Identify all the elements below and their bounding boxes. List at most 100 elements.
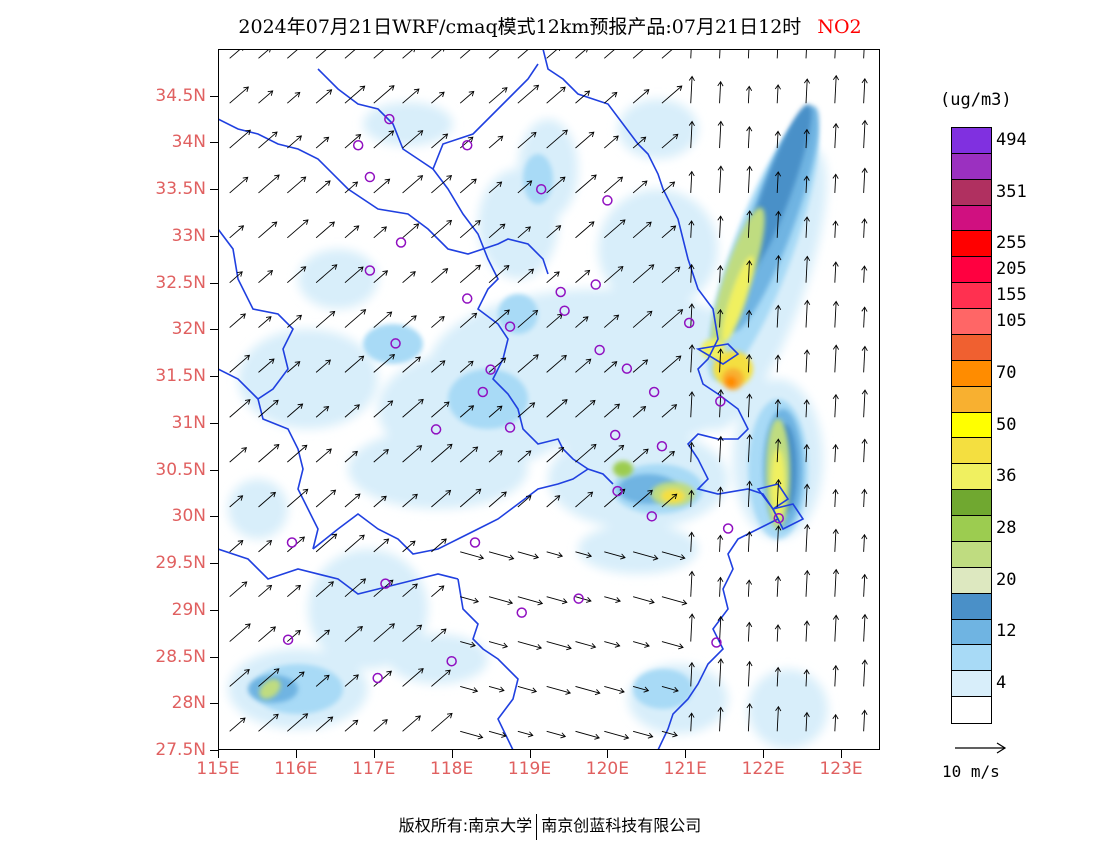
- wind-arrow: [661, 450, 675, 463]
- colorbar-label: 28: [996, 517, 1017, 538]
- no2-concentration-field: [228, 99, 828, 749]
- wind-arrow: [488, 405, 503, 418]
- wind-arrow: [604, 686, 625, 694]
- monitoring-site-marker: [516, 607, 527, 618]
- wind-arrow: [661, 686, 679, 693]
- lat-tick-label: 30.5N: [155, 459, 206, 480]
- monitoring-site-marker: [469, 537, 481, 548]
- wind-arrow: [488, 686, 505, 693]
- wind-arrow: [373, 719, 388, 732]
- wind-arrow: [546, 129, 568, 149]
- wind-arrow: [546, 49, 561, 59]
- wind-arrow: [488, 135, 504, 149]
- wind-arrow: [861, 167, 868, 193]
- wind-arrow: [229, 225, 245, 239]
- wind-arrow: [373, 178, 391, 194]
- wind-arrow: [688, 441, 695, 463]
- wind-arrow: [258, 668, 280, 687]
- monitoring-site-marker: [504, 422, 516, 433]
- wind-arrow: [431, 175, 453, 194]
- lat-tick-mark: [210, 656, 218, 658]
- wind-arrow: [488, 596, 514, 606]
- lon-tick-mark: [451, 750, 453, 758]
- wind-arrow: [604, 176, 624, 194]
- wind-arrow: [774, 171, 782, 193]
- colorbar-label: 70: [996, 362, 1017, 383]
- monitoring-site-marker: [602, 195, 613, 206]
- wind-arrow: [575, 686, 601, 696]
- wind-arrow: [832, 344, 840, 373]
- wind-arrow: [832, 261, 839, 283]
- wind-arrow: [832, 220, 839, 238]
- lon-tick-label: 117E: [352, 759, 396, 779]
- wind-arrow: [661, 225, 677, 239]
- wind-arrow: [575, 443, 597, 463]
- wind-arrow: [373, 400, 394, 418]
- wind-arrow: [287, 713, 309, 732]
- wind-arrow: [632, 310, 653, 328]
- lon-tick-label: 115E: [196, 759, 240, 779]
- colorbar-swatch: [951, 515, 992, 542]
- wind-arrow: [575, 730, 600, 740]
- wind-arrow: [746, 165, 753, 193]
- wind-arrow: [344, 578, 367, 598]
- colorbar-swatch: [951, 308, 992, 335]
- colorbar-label: 155: [996, 285, 1027, 306]
- wind-arrow: [258, 270, 274, 284]
- lat-tick-label: 32.5N: [155, 272, 206, 293]
- colorbar-swatch: [951, 359, 992, 387]
- wind-arrow: [746, 433, 753, 463]
- wind-arrow: [229, 717, 246, 732]
- colorbar-swatch: [951, 256, 992, 284]
- colorbar-label: 351: [996, 181, 1027, 202]
- lat-tick-mark: [210, 563, 218, 565]
- wind-arrow: [373, 130, 395, 149]
- wind-arrow: [775, 525, 782, 552]
- lat-tick-mark: [210, 703, 218, 705]
- wind-arrow: [575, 399, 596, 418]
- monitoring-site-marker: [461, 293, 473, 304]
- wind-arrow: [431, 489, 452, 508]
- lon-tick-label: 121E: [663, 759, 707, 779]
- concentration-map: [218, 49, 868, 750]
- copyright-left: 版权所有:南京大学: [398, 816, 533, 835]
- wind-arrow: [863, 49, 865, 59]
- colorbar-swatch: [951, 437, 992, 465]
- wind-arrow: [517, 180, 533, 194]
- colorbar-label: 4: [996, 673, 1007, 694]
- wind-arrow: [431, 628, 447, 642]
- wind-arrow: [746, 259, 753, 283]
- wind-arrow: [632, 221, 652, 239]
- monitoring-site-marker: [352, 140, 364, 151]
- wind-arrow: [315, 49, 328, 59]
- lon-tick-label: 120E: [585, 759, 630, 779]
- wind-arrow: [402, 583, 418, 598]
- monitoring-site-marker: [282, 634, 294, 645]
- wind-arrow: [717, 120, 724, 149]
- monitoring-site-marker: [612, 485, 623, 497]
- wind-arrow: [803, 483, 810, 508]
- wind-arrow: [745, 85, 753, 104]
- wind-arrow: [688, 661, 695, 687]
- wind-arrow: [517, 226, 531, 239]
- wind-arrow: [717, 615, 724, 642]
- monitoring-site-marker: [286, 537, 298, 548]
- wind-arrow: [632, 359, 649, 373]
- wind-arrow: [832, 122, 839, 149]
- wind-arrow: [717, 80, 724, 104]
- monitoring-site-marker: [648, 386, 660, 398]
- wind-arrow: [632, 686, 650, 693]
- wind-arrow: [546, 176, 566, 194]
- lat-tick-mark: [210, 422, 218, 424]
- wind-arrow: [431, 538, 447, 553]
- wind-arrow: [632, 489, 653, 508]
- wind-arrow: [258, 316, 272, 328]
- monitoring-site-marker: [477, 386, 489, 398]
- wind-arrow: [775, 438, 782, 463]
- lon-tick-mark: [218, 750, 219, 758]
- wind-arrow: [774, 575, 782, 597]
- wind-arrow: [315, 136, 330, 149]
- wind-arrow: [861, 488, 868, 508]
- colorbar-label: 36: [996, 466, 1017, 487]
- wind-arrow: [517, 686, 538, 694]
